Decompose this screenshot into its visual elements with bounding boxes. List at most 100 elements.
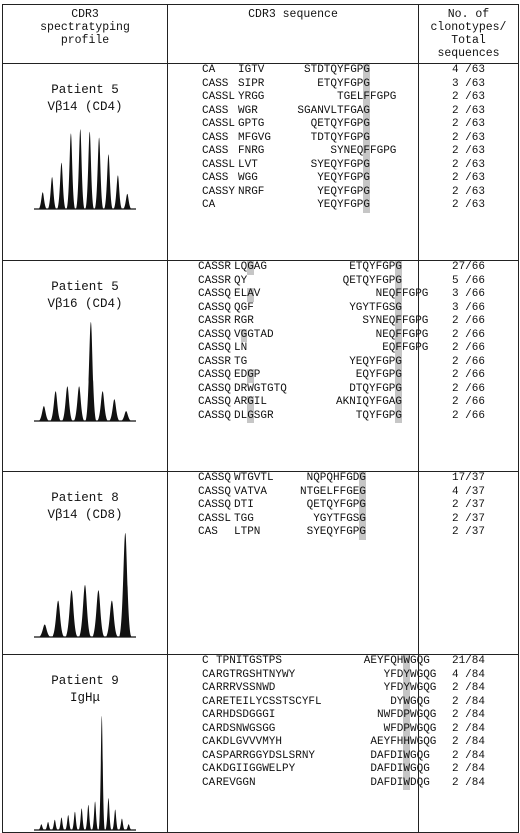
segment-j: QETQYFGP: [342, 274, 396, 287]
highlight-residue: G: [363, 158, 370, 172]
sequence-row: CA RRRVSSNWD YFD Y WGQG: [168, 682, 436, 696]
profile-peak: [38, 824, 45, 830]
segment-v: CASS: [202, 77, 229, 90]
highlight-residue: G: [363, 64, 370, 78]
segment-n: RGR: [234, 315, 254, 327]
segment-v: CA: [202, 709, 216, 721]
segment-v: CASSQ: [198, 485, 232, 498]
profile-peak: [64, 815, 72, 830]
sequence-row: CASS FNRG SYNEQ F FGPG: [168, 145, 418, 159]
segment-n: DTI: [234, 499, 254, 511]
segment-n: QGF: [234, 301, 254, 314]
segment-j: SYEQYFGP: [306, 526, 360, 538]
segment-v: CASSQ: [198, 382, 232, 395]
segment-n: TG: [234, 355, 248, 368]
panel-row: Patient 9 IgHμ C TPNITGSTPS AEYFQH W GQG CA RG…: [2, 654, 519, 833]
clonotype-count: 2 /66: [451, 315, 485, 327]
sequence-row: CA RHDSDGGGI NWFD P WGQG: [168, 709, 436, 723]
segment-n: SIPR: [238, 77, 265, 90]
clonotype-count: 2 /84: [451, 763, 485, 775]
segment-v: CASSQ: [198, 369, 232, 381]
count-cell: 27/66 5 /66 3 /66 3 /66 2 /66 2 /66 2 /66 2 /66…: [418, 260, 519, 472]
segment-j: NEQ: [375, 328, 396, 341]
subset-label: Vβ14 (CD4): [47, 100, 123, 114]
segment-n: TPNITGSTPS: [216, 655, 283, 667]
highlight-residue: G: [363, 199, 370, 213]
sequence-cell: CASSR LQ G AG ETQYFGP G CASSR QY QETQYFGP G CASSQ E…: [167, 260, 428, 472]
sequence-row: CA KDLGVVVMYH AEYFH H WGQG: [168, 736, 436, 750]
segment-j-tail: WGQG: [410, 709, 437, 721]
profile-cell: Patient 5 Vβ16 (CD4): [2, 260, 168, 472]
segment-n: AG: [253, 261, 267, 273]
segment-v: CA: [202, 695, 216, 708]
highlight-residue: G: [363, 131, 370, 145]
highlight-residue: H: [403, 736, 410, 750]
segment-v: CA: [202, 682, 216, 694]
segment-j: STDTQYFGP: [304, 64, 364, 76]
sequence-row: CASSY NRGF YEQYFGP G: [168, 185, 418, 199]
segment-n: ED: [234, 369, 248, 381]
segment-n: REVGGN: [216, 776, 256, 789]
segment-j: ETQYFGP: [317, 77, 364, 90]
highlight-residue: G: [363, 118, 370, 132]
segment-n: IL: [253, 396, 267, 408]
header-profile: CDR3 spectratyping profile: [2, 4, 168, 64]
count-cell: 17/37 4 /37 2 /37 2 /37 2 /37: [418, 471, 519, 655]
sequence-row: CASSQ DL G SGR TQYFGP G: [168, 409, 418, 423]
segment-j-tail: FGPG: [402, 315, 429, 327]
highlight-residue: W: [403, 695, 410, 709]
profile-cell: Patient 9 IgHμ: [2, 654, 168, 833]
segment-j: AEYFH: [370, 736, 404, 748]
sequence-row: CA YEQYFGP G: [168, 199, 418, 213]
segment-v: CASSQ: [198, 288, 232, 300]
profile-peak: [65, 590, 79, 637]
highlight-residue: G: [240, 328, 248, 342]
sequence-row: CA KDGIIGGWELPY DAFDI W GQG: [168, 763, 430, 777]
profile-peak: [66, 133, 76, 209]
segment-j-tail: FGPG: [402, 342, 429, 354]
segment-v: CASSR: [198, 261, 232, 273]
highlight-residue: G: [395, 382, 402, 396]
segment-j: AKNIQYFGA: [336, 396, 396, 408]
profile-peak: [47, 177, 57, 209]
clonotype-count: 21/84: [451, 655, 485, 667]
patient-label: Patient 5: [51, 83, 119, 97]
header-counts: No. of clonotypes/ Total sequences: [418, 4, 519, 64]
highlight-residue: F: [395, 315, 402, 329]
segment-n: RDSNWGSGG: [216, 722, 276, 735]
clonotype-count: 2 /37: [451, 526, 485, 538]
clonotype-count: 2 /63: [451, 91, 485, 103]
clonotype-count: 27/66: [451, 261, 485, 273]
profile-peak: [78, 808, 85, 830]
highlight-residue: A: [247, 288, 254, 302]
profile-peak: [96, 391, 109, 421]
header-counts-line: No. of: [447, 8, 490, 21]
subset-label: Vβ16 (CD4): [47, 297, 123, 311]
segment-v: CA: [202, 763, 216, 775]
clonotype-count: 3 /66: [451, 288, 485, 300]
clonotype-count: 2 /63: [451, 145, 485, 157]
segment-j: AEYFQH: [363, 655, 404, 667]
cdr3-table: CDR3 spectratyping profile CDR3 sequence…: [2, 4, 519, 833]
sequence-row: CASSL GPTG QETQYFGP G: [168, 118, 418, 132]
sequence-row: CASS WGG YEQYFGP G: [168, 172, 418, 186]
segment-j: DAFDI: [370, 776, 404, 789]
segment-n: DRWGTGTQ: [234, 382, 287, 395]
segment-j-tail: GQG: [410, 695, 430, 708]
clonotype-count: 3 /66: [451, 301, 485, 314]
segment-v: CASSL: [202, 158, 236, 171]
sequence-row: CA REVGGN DAFDI W DQG: [168, 776, 430, 790]
segment-j: TGEL: [337, 91, 364, 103]
segment-v: CASS: [202, 145, 229, 157]
sequence-row: CA IGTV STDTQYFGP G: [168, 64, 418, 78]
segment-j: DAFDI: [370, 763, 404, 775]
highlight-residue: G: [363, 185, 370, 199]
segment-j-tail: FGPG: [370, 91, 397, 103]
profile-peak: [85, 322, 97, 421]
clonotype-count: 2 /63: [451, 118, 485, 130]
segment-v: CASSY: [202, 185, 236, 198]
segment-v: CA: [202, 199, 216, 211]
segment-n: EL: [234, 288, 248, 300]
sequence-row: CASSL TGG YGYTFGS G: [168, 512, 418, 526]
profile-peak: [113, 175, 123, 209]
